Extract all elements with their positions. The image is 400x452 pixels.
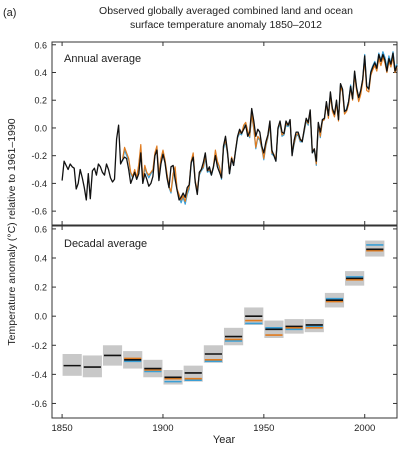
decadal-boxes [62, 240, 385, 385]
decadal-ytick-label: -0.4 [31, 370, 47, 380]
xtick-label: 2000 [354, 423, 375, 434]
xtick-label: 1850 [52, 423, 73, 434]
decadal-panel-title: Decadal average [64, 238, 147, 250]
decadal-plot-frame [51, 225, 398, 419]
x-axis: 1850 1900 1950 2000 [52, 226, 375, 434]
panel-label: (a) [3, 7, 16, 19]
decadal-average-panel: Decadal average -0.6 -0.4 -0.2 0.0 0.2 0.4 0.6… [31, 224, 398, 434]
annual-ytick-label: 0.6 [34, 40, 47, 50]
decadal-ytick-label: -0.2 [31, 341, 47, 351]
y-axis-label: Temperature anomaly (°C) relative to 196… [6, 118, 18, 345]
figure-title-line-1: Observed globally averaged combined land… [99, 5, 353, 17]
annual-ytick-label: 0.0 [34, 123, 47, 133]
annual-ytick-label: -0.4 [31, 179, 47, 189]
annual-ytick-label: 0.2 [34, 96, 47, 106]
decadal-ytick-label: -0.6 [31, 399, 47, 409]
decadal-ytick-label: 0.0 [34, 312, 47, 322]
decadal-ytick-label: 0.6 [34, 224, 47, 234]
xtick-label: 1950 [253, 423, 274, 434]
decadal-ytick-label: 0.2 [34, 283, 47, 293]
decadal-y-axis: -0.6 -0.4 -0.2 0.0 0.2 0.4 0.6 [31, 224, 397, 409]
annual-y-axis: -0.6 -0.4 -0.2 0.0 0.2 0.4 0.6 [31, 40, 397, 225]
figure-title-line-2: surface temperature anomaly 1850–2012 [130, 19, 322, 31]
xtick-label: 1900 [152, 423, 173, 434]
annual-series-line [61, 52, 398, 201]
annual-ytick-label: -0.6 [31, 207, 47, 217]
annual-plot-frame [51, 41, 398, 226]
annual-panel-title: Annual average [64, 53, 141, 65]
decadal-ytick-label: 0.4 [34, 254, 47, 264]
annual-series-lines [61, 51, 398, 205]
annual-average-panel: Annual average -0.6 -0.4 -0.2 0.0 0.2 0.4 0.6 [31, 40, 398, 226]
x-axis-label: Year [213, 434, 236, 446]
annual-ytick-label: 0.4 [34, 68, 47, 78]
annual-ytick-label: -0.2 [31, 151, 47, 161]
